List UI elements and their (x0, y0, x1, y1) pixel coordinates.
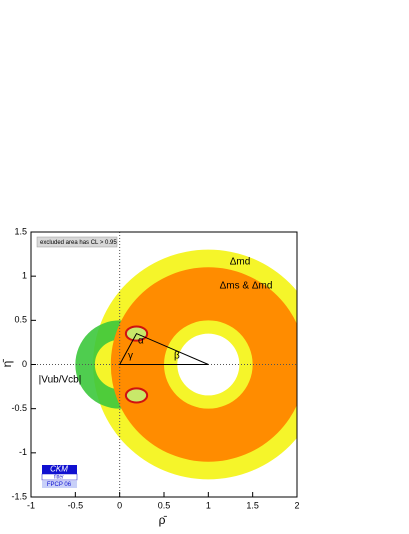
x-tick-label: 1 (206, 500, 211, 510)
x-tick-label: 2 (294, 500, 299, 510)
y-tick-label: -1 (19, 447, 27, 457)
y-tick-label: 0 (22, 359, 27, 369)
logo-box (42, 465, 77, 474)
x-tick-label: 0 (117, 500, 122, 510)
unitarity-triangle (118, 332, 209, 365)
x-axis-label: ρ̄ (159, 513, 168, 527)
ring-label: Δms & Δmd (220, 281, 273, 292)
logo-sub: fitter (54, 474, 64, 480)
x-tick-label: 1.5 (246, 500, 259, 510)
x-tick-label: 0.5 (158, 500, 171, 510)
angle-label: α (138, 336, 144, 347)
angle-label: β (174, 351, 180, 362)
note-box (36, 236, 118, 248)
note-text: excluded area has CL > 0.95 (40, 240, 117, 246)
y-tick-label: -1.5 (11, 491, 27, 501)
logo-sub-box (41, 473, 78, 481)
y-tick-label: 1 (22, 271, 27, 281)
y-tick-label: 1.5 (14, 226, 27, 236)
y-tick-label: 0.5 (14, 315, 27, 325)
y-tick-label: -0.5 (11, 403, 27, 413)
plot-area (31, 232, 297, 497)
allowed-region (124, 387, 149, 404)
angle-label: γ (128, 351, 133, 362)
logo-tag-box (42, 481, 77, 488)
ring (110, 267, 297, 462)
ring-label: |Vub/Vcb| (39, 375, 82, 386)
y-axis-label: η̄ (0, 359, 14, 368)
logo-tag: FPCP 06 (47, 482, 72, 488)
x-tick-label: -1 (27, 500, 35, 510)
logo-title: CKM (50, 465, 68, 474)
ring-label: Δmd (230, 257, 251, 268)
x-tick-label: -0.5 (68, 500, 84, 510)
